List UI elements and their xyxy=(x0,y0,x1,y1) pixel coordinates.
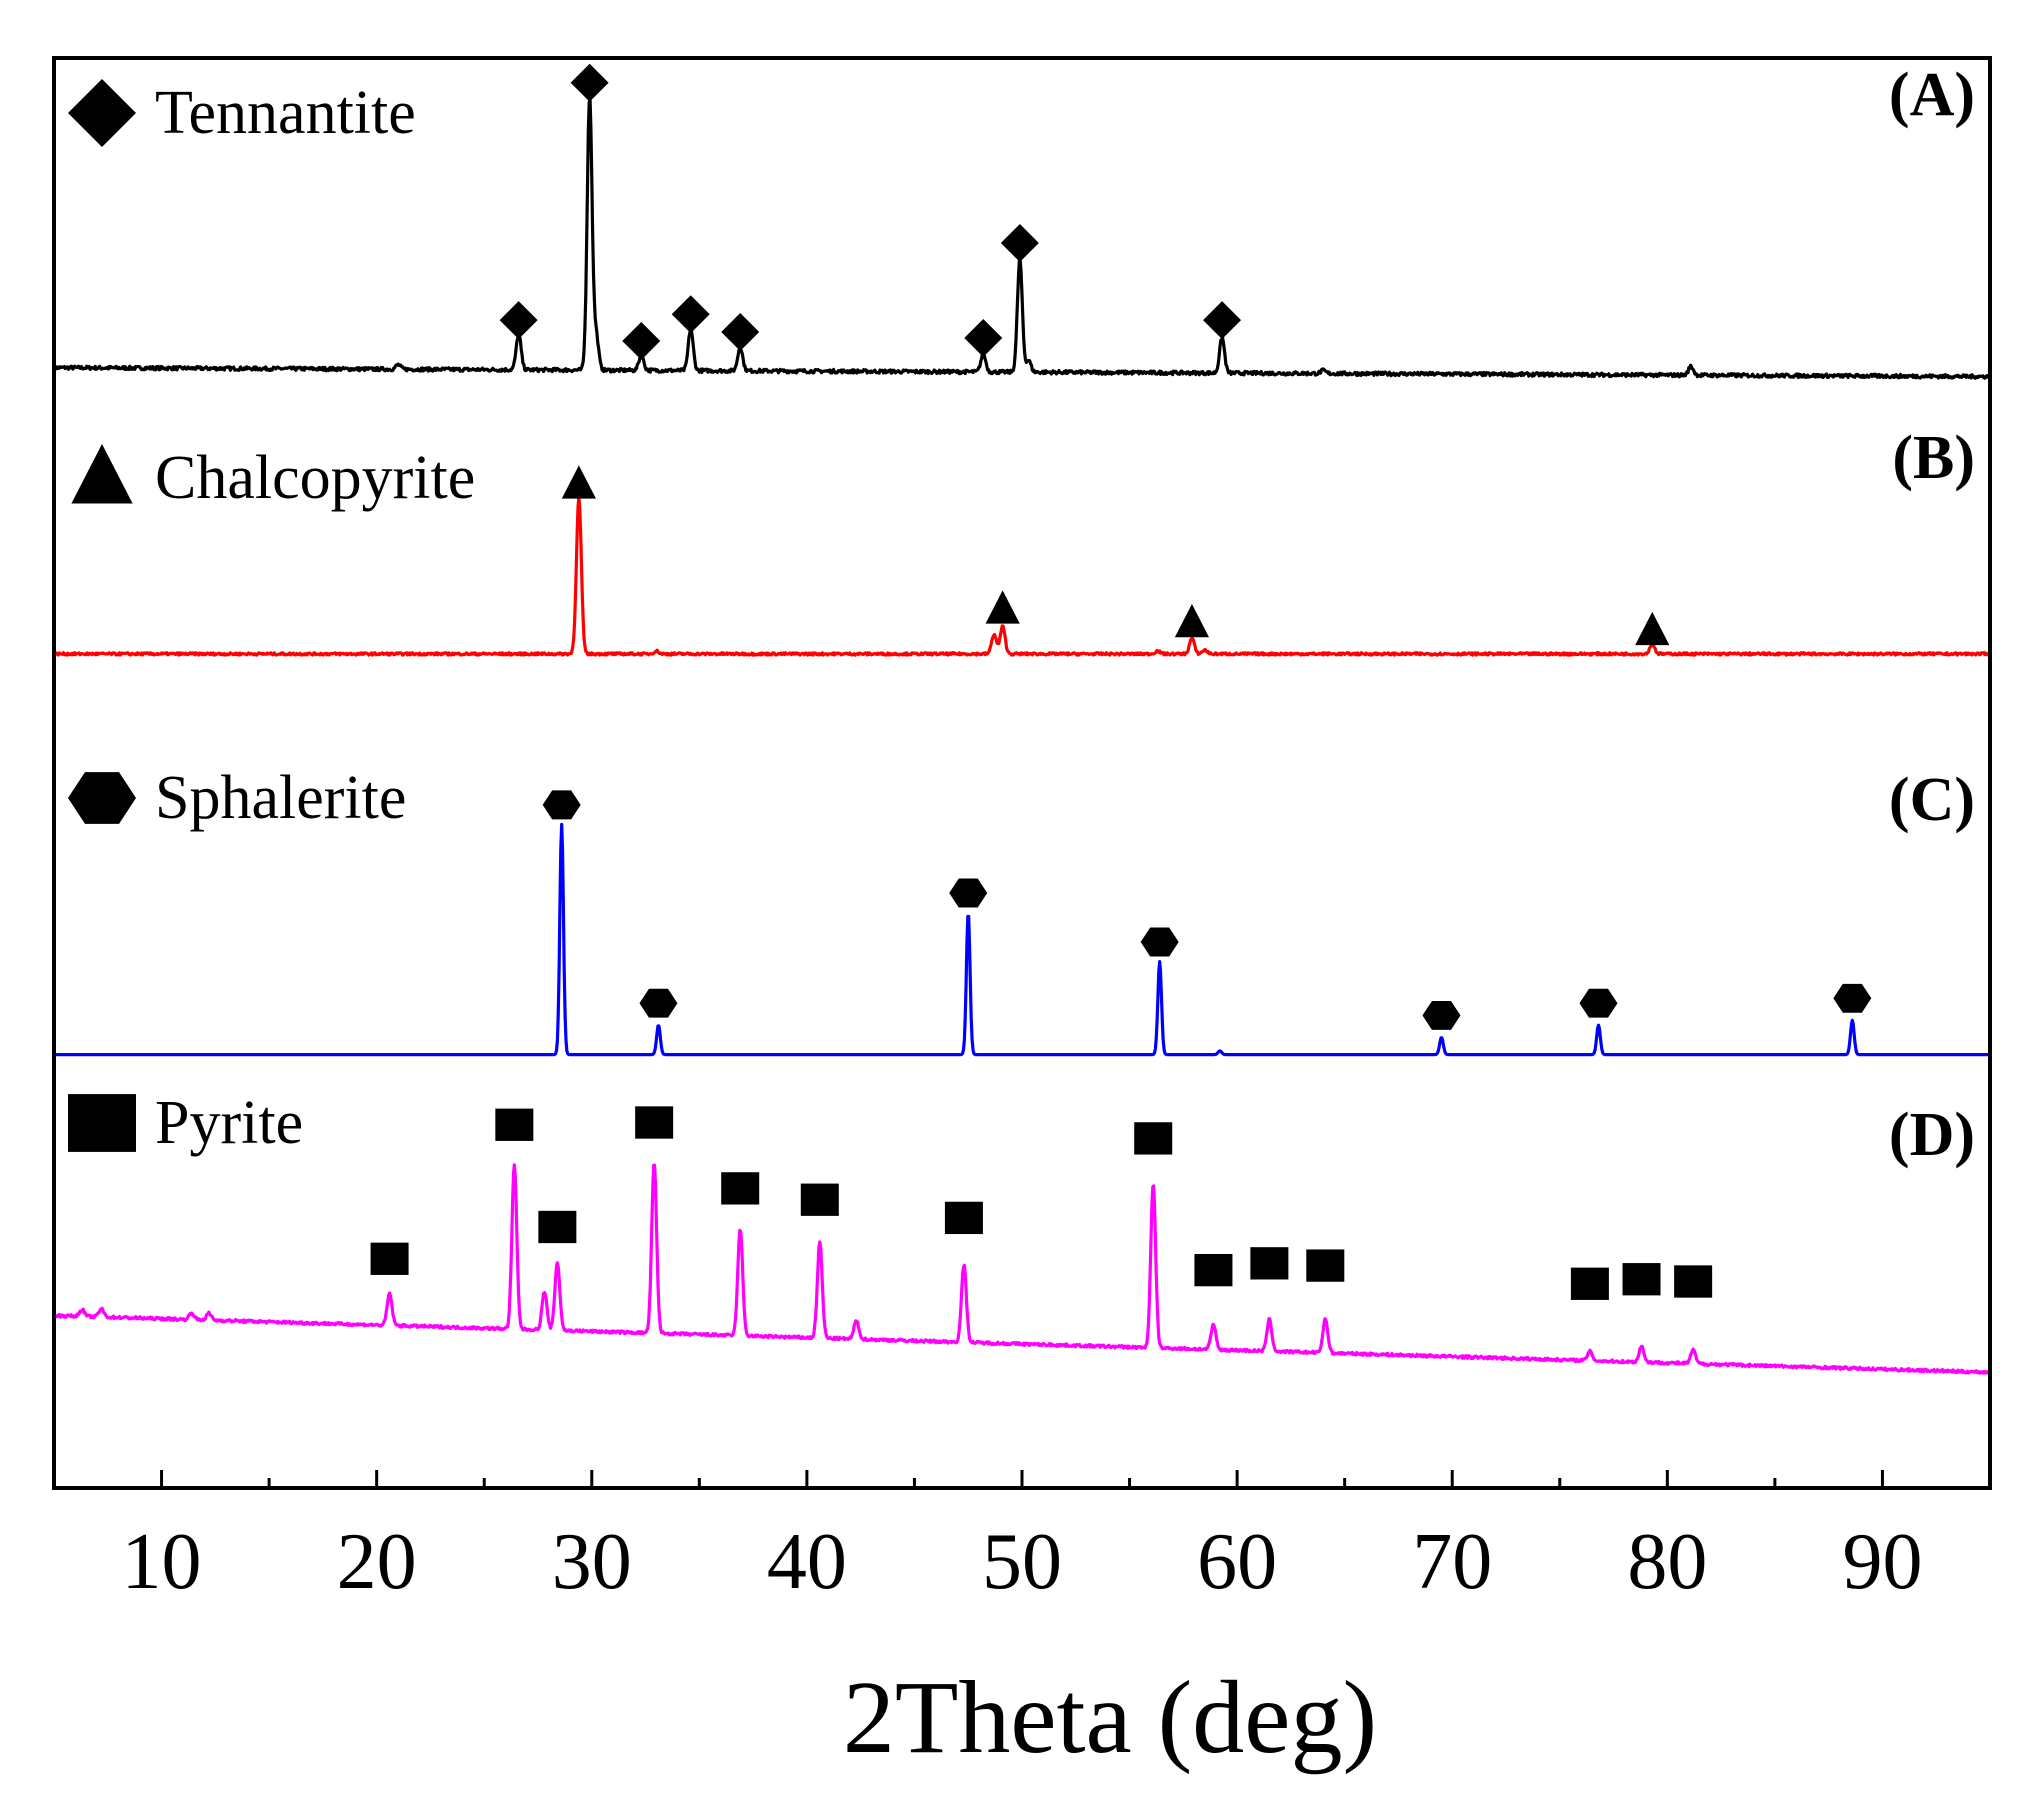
legend-sphalerite: Sphalerite xyxy=(68,764,406,832)
x-tick-label: 80 xyxy=(1627,1518,1707,1606)
diamond-marker xyxy=(721,313,760,352)
panel-label: (B) xyxy=(1892,424,1975,492)
square-marker xyxy=(635,1106,674,1139)
square-marker xyxy=(1622,1263,1661,1296)
panel-pyrite: Pyrite (D) xyxy=(52,1089,1991,1376)
legend-label: Tennantite xyxy=(155,79,416,147)
legend-square-symbol xyxy=(68,1094,136,1152)
hexagon-marker xyxy=(1579,988,1618,1018)
square-marker xyxy=(538,1210,577,1244)
square-marker xyxy=(495,1108,534,1141)
panel-label: (D) xyxy=(1889,1101,1975,1169)
square-marker xyxy=(1306,1249,1345,1282)
square-marker xyxy=(721,1172,760,1205)
panels: Tennantite (A) Chalcopyrite (B) Sphalerite (C… xyxy=(52,61,1992,1376)
trace-pyrite xyxy=(52,1163,1991,1376)
triangle-marker xyxy=(1174,604,1210,638)
x-tick-label: 30 xyxy=(552,1518,632,1606)
square-marker xyxy=(1570,1267,1609,1300)
x-axis: 10 20 30 40 50 60 70 80 90 xyxy=(52,1470,1992,1606)
square-marker xyxy=(1674,1265,1713,1298)
square-marker xyxy=(944,1201,983,1235)
hexagon-marker xyxy=(949,878,988,908)
legend-label: Sphalerite xyxy=(155,764,406,832)
diamond-marker xyxy=(671,295,710,334)
trace-sphalerite xyxy=(53,822,1991,1057)
triangle-marker xyxy=(561,465,596,499)
square-marker xyxy=(370,1242,409,1275)
square-marker xyxy=(1134,1122,1173,1155)
diamond-marker xyxy=(964,318,1003,357)
triangle-marker xyxy=(1635,611,1670,646)
hexagon-marker xyxy=(1833,983,1872,1013)
diamond-marker xyxy=(499,301,538,340)
x-tick-label: 60 xyxy=(1197,1518,1277,1606)
diamond-marker xyxy=(1203,301,1242,340)
hexagon-marker xyxy=(542,790,581,820)
legend-diamond-symbol xyxy=(68,79,136,147)
x-tick-label: 50 xyxy=(982,1518,1062,1606)
panel-label: (A) xyxy=(1889,61,1975,129)
square-marker xyxy=(1194,1253,1233,1287)
trace-chalcopyrite xyxy=(52,495,1992,657)
diamond-marker xyxy=(570,63,609,102)
trace-tennantite xyxy=(52,98,1992,380)
x-tick-label: 90 xyxy=(1842,1518,1922,1606)
legend-pyrite: Pyrite xyxy=(68,1089,303,1157)
legend-label: Pyrite xyxy=(155,1089,303,1157)
x-tick-label: 40 xyxy=(767,1518,847,1606)
square-marker xyxy=(1250,1247,1289,1280)
x-tick-label: 70 xyxy=(1412,1518,1492,1606)
panel-label: (C) xyxy=(1889,766,1975,834)
legend-hexagon-symbol xyxy=(68,772,136,824)
square-marker xyxy=(800,1183,839,1216)
x-axis-label: 2Theta (deg) xyxy=(843,1660,1377,1775)
diamond-marker xyxy=(1000,223,1039,262)
x-tick-label: 20 xyxy=(337,1518,417,1606)
x-tick-label: 10 xyxy=(122,1518,202,1606)
panel-tennantite: Tennantite (A) xyxy=(52,61,1992,380)
legend-label: Chalcopyrite xyxy=(155,444,475,512)
diamond-marker xyxy=(622,321,661,360)
panel-sphalerite: Sphalerite (C) xyxy=(53,764,1991,1057)
legend-chalcopyrite: Chalcopyrite xyxy=(71,444,475,512)
legend-triangle-symbol xyxy=(71,444,133,504)
panel-chalcopyrite: Chalcopyrite (B) xyxy=(52,424,1992,657)
hexagon-marker xyxy=(1140,927,1179,957)
hexagon-marker xyxy=(639,988,678,1018)
legend-tennantite: Tennantite xyxy=(68,79,416,147)
triangle-marker xyxy=(985,590,1020,624)
hexagon-marker xyxy=(1422,1000,1461,1030)
